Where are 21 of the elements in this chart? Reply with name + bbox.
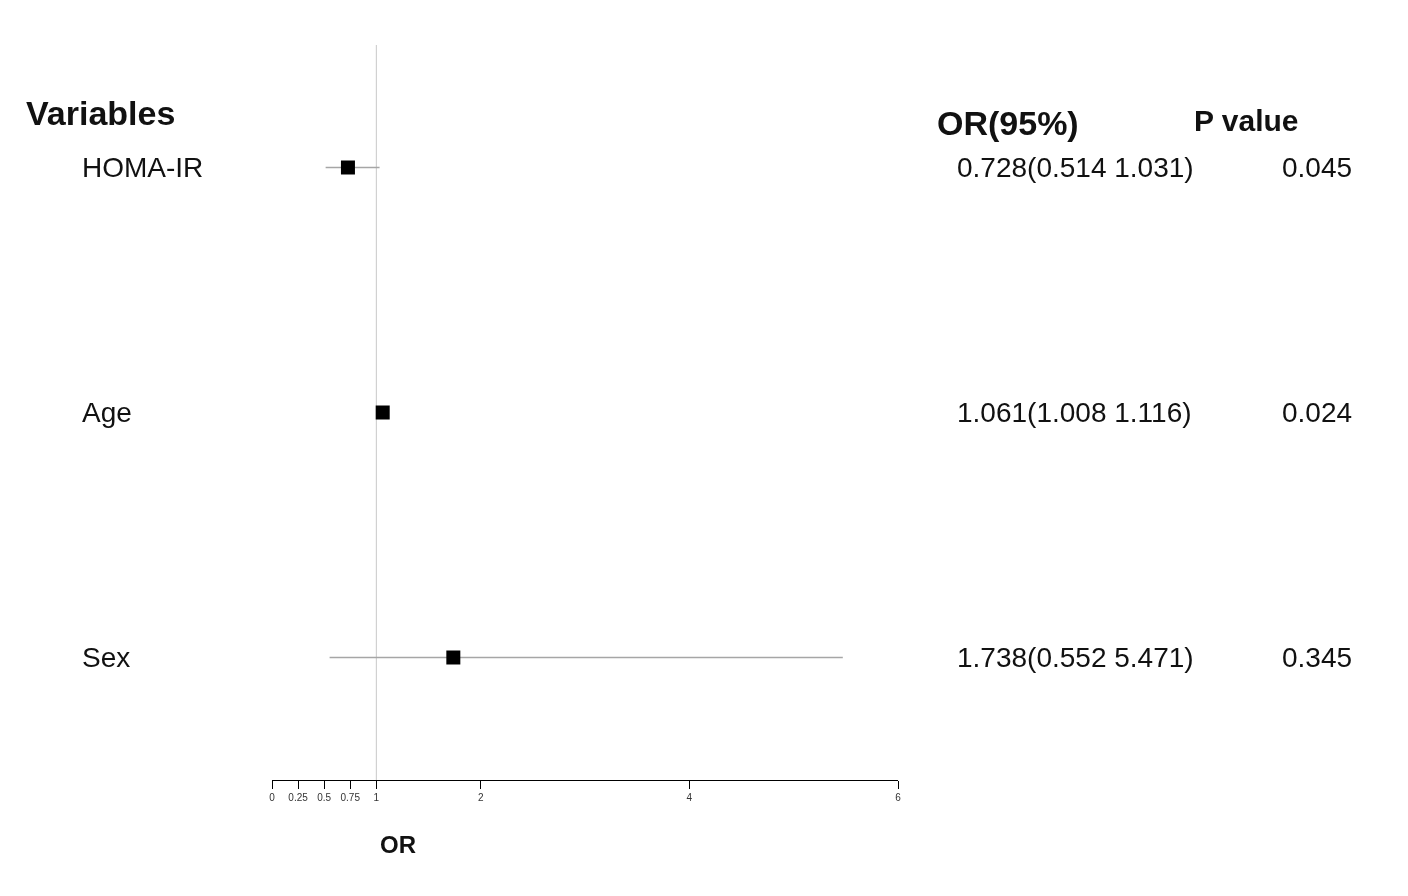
x-tick-label: 1: [373, 792, 380, 803]
y-tick-label: Age: [82, 397, 132, 428]
y-tick-label: Sex: [82, 642, 131, 673]
text: Variables: [26, 94, 176, 132]
text: P value: [1194, 104, 1299, 137]
text: 0.024: [1282, 397, 1353, 428]
data-label: 0.728(0.514 1.031): [957, 152, 1194, 183]
x-tick-label: 0.75: [340, 792, 361, 803]
x-axis-title: OR: [380, 831, 416, 858]
x-tick-label: 0.25: [288, 792, 309, 803]
text: OR(95%): [937, 104, 1079, 142]
x-tick-label: 0: [269, 792, 276, 803]
x-tick-label: 2: [477, 792, 484, 803]
text: 0.345: [1282, 642, 1353, 673]
data-label: 1.061(1.008 1.116): [957, 397, 1192, 428]
text: 0.045: [1282, 152, 1353, 183]
y-tick-label: HOMA-IR: [82, 152, 204, 183]
x-tick-label: 0.5: [317, 792, 332, 803]
data-label: 1.738(0.552 5.471): [957, 642, 1194, 673]
x-tick-label: 6: [895, 792, 902, 803]
x-tick-label: 4: [686, 792, 693, 803]
